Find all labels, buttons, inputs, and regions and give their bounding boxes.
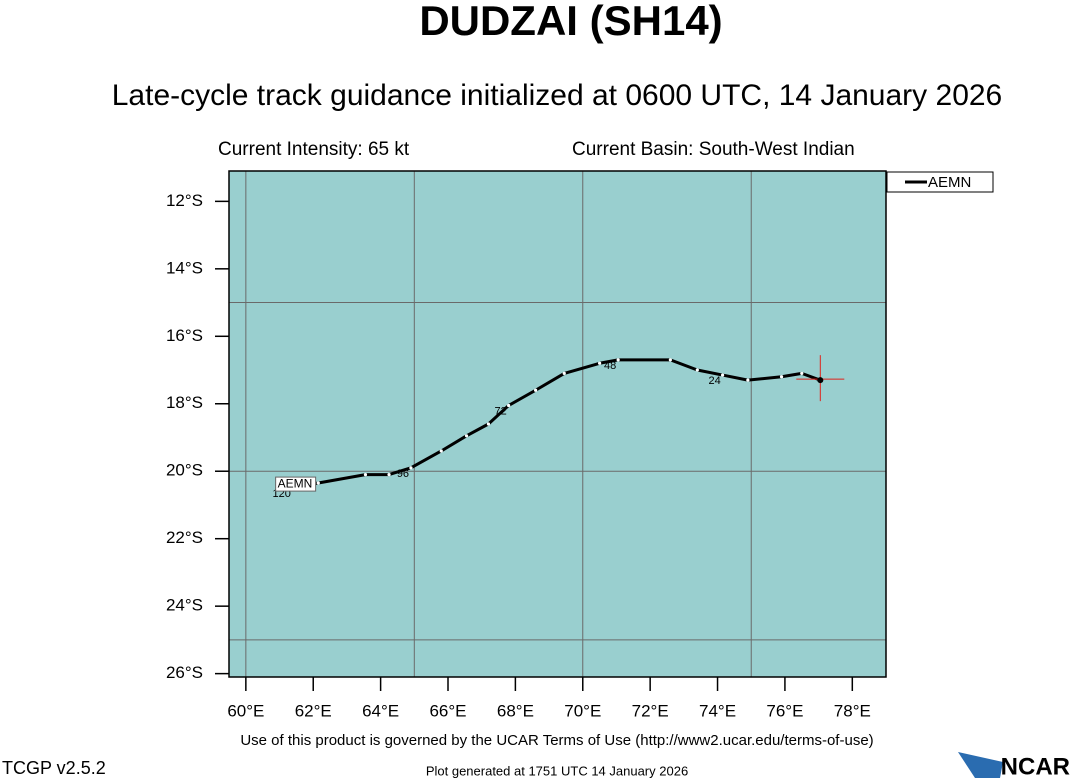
track-point — [616, 358, 620, 362]
logo-mark — [958, 752, 1003, 778]
y-tick-label: 12°S — [166, 191, 203, 210]
y-tick-label: 14°S — [166, 258, 203, 277]
y-tick-label: 20°S — [166, 461, 203, 480]
track-point — [409, 466, 413, 470]
terms: Use of this product is governed by the U… — [240, 732, 873, 749]
track-point — [562, 371, 566, 375]
basin: Current Basin: South-West Indian — [572, 139, 855, 160]
x-tick-label: 74°E — [699, 701, 736, 720]
generated: Plot generated at 1751 UTC 14 January 20… — [426, 763, 688, 778]
logo-text: NCAR — [1001, 753, 1070, 780]
track-point — [668, 358, 672, 362]
legend-box — [886, 171, 994, 193]
x-tick-label: 66°E — [429, 701, 466, 720]
track-point — [746, 378, 750, 382]
hour-label: 24 — [708, 375, 720, 387]
x-tick-label: 76°E — [766, 701, 803, 720]
y-tick-label: 18°S — [166, 393, 203, 412]
current-point — [817, 377, 824, 384]
track-point — [695, 368, 699, 372]
x-tick-label: 72°E — [632, 701, 669, 720]
track-name-box — [275, 476, 317, 492]
plot-frame — [228, 170, 887, 678]
x-tick-label: 62°E — [295, 701, 332, 720]
title: DUDZAI (SH14) — [419, 0, 722, 44]
hour-label: 48 — [604, 360, 616, 372]
intensity: Current Intensity: 65 kt — [218, 139, 410, 160]
track-point — [779, 375, 784, 379]
x-tick-label: 78°E — [834, 701, 871, 720]
track-point — [464, 434, 469, 438]
track-point — [598, 361, 602, 365]
track-point — [363, 473, 368, 477]
track-point — [387, 473, 391, 477]
ncar-logo: NCAR — [958, 752, 1070, 780]
track-point — [720, 373, 725, 377]
track-point — [486, 422, 491, 426]
x-tick-label: 60°E — [227, 701, 264, 720]
x-tick-label: 64°E — [362, 701, 399, 720]
hour-label: 96 — [397, 468, 409, 480]
track-point — [507, 403, 511, 408]
y-tick-label: 16°S — [166, 326, 203, 345]
y-tick-label: 22°S — [166, 528, 203, 547]
track-point — [316, 481, 320, 485]
x-tick-label: 70°E — [564, 701, 601, 720]
version: TCGP v2.5.2 — [2, 758, 106, 778]
track-point — [534, 388, 538, 392]
hour-label: 72 — [495, 405, 507, 417]
y-tick-label: 24°S — [166, 596, 203, 615]
y-tick-label: 26°S — [166, 663, 203, 682]
ocean — [229, 171, 886, 677]
x-tick-label: 68°E — [497, 701, 534, 720]
track-line — [289, 358, 821, 490]
track-name: AEMN — [278, 476, 313, 490]
track-point — [800, 371, 804, 375]
subtitle: Late-cycle track guidance initialized at… — [112, 79, 1003, 112]
track-point — [439, 449, 443, 453]
legend-label: AEMN — [928, 174, 971, 191]
